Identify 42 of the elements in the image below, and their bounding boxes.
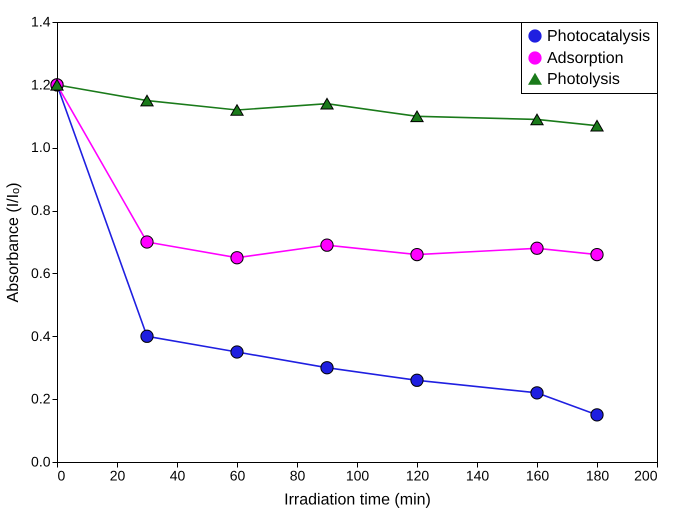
point [140, 235, 154, 249]
point [230, 345, 244, 359]
x-tick-label: 100 [346, 468, 370, 484]
x-tick-label: 200 [634, 468, 658, 484]
y-tick-label: 0.0 [31, 454, 51, 470]
point [230, 251, 244, 264]
y-tick-label: 1.2 [31, 76, 51, 92]
point [530, 242, 544, 255]
x-tick-label: 60 [230, 468, 246, 484]
x-tick-label: 40 [170, 468, 186, 484]
legend-label: Photolysis [547, 71, 620, 88]
x-tick-label: 0 [58, 468, 66, 484]
y-tick-label: 0.4 [31, 328, 51, 344]
y-axis-title: Absorbance (I/Iₒ) [5, 182, 22, 302]
point [410, 374, 424, 387]
point [530, 114, 544, 126]
x-tick-label: 120 [406, 468, 430, 484]
point [320, 361, 334, 374]
point [410, 248, 424, 262]
x-tick-label: 140 [466, 468, 490, 484]
x-tick-label: 20 [110, 468, 126, 484]
y-tick-label: 1.4 [31, 14, 51, 30]
point [410, 110, 424, 122]
y-tick-label: 0.8 [31, 202, 51, 218]
point [320, 98, 334, 110]
point [530, 386, 544, 400]
point [230, 104, 244, 116]
point [320, 238, 334, 252]
point [590, 408, 604, 422]
y-tick-label: 0.2 [31, 390, 51, 407]
y-tick-label: 1.0 [31, 139, 51, 156]
point [590, 248, 604, 262]
x-tick-label: 80 [290, 468, 306, 484]
x-axis-title: Irradiation time (min) [284, 492, 431, 508]
legend-label: Adsorption [547, 50, 624, 67]
point [590, 120, 604, 132]
point [140, 330, 154, 343]
legend-label: Photocatalysis [547, 28, 650, 45]
point [140, 94, 154, 106]
x-tick-label: 180 [586, 468, 610, 484]
x-tick-label: 160 [526, 468, 550, 484]
y-tick-label: 0.6 [31, 264, 51, 281]
